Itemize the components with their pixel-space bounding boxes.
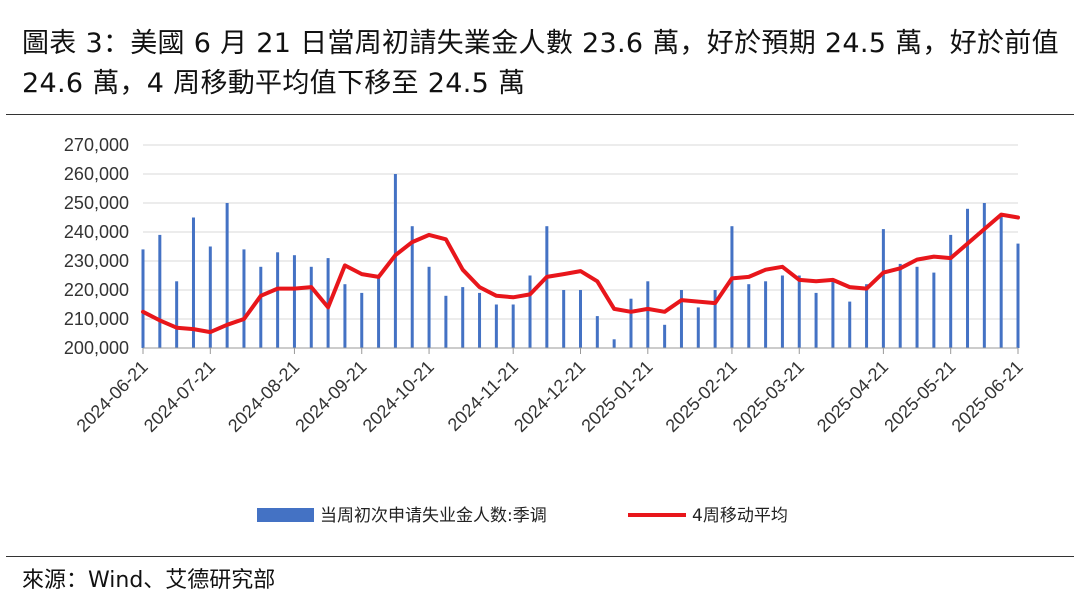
bar bbox=[881, 229, 885, 348]
bar-series bbox=[141, 174, 1020, 348]
bar bbox=[494, 304, 498, 348]
bar bbox=[292, 255, 296, 348]
x-tick-label: 2024-08-21 bbox=[224, 357, 303, 436]
bar bbox=[730, 226, 734, 348]
top-divider bbox=[6, 114, 1074, 115]
bar bbox=[747, 284, 751, 348]
y-tick-label: 210,000 bbox=[64, 309, 129, 329]
bar bbox=[511, 304, 515, 348]
bar bbox=[646, 281, 650, 348]
x-tick-label: 2024-06-21 bbox=[73, 357, 152, 436]
y-tick-label: 250,000 bbox=[64, 193, 129, 213]
bar bbox=[982, 203, 986, 348]
bar bbox=[259, 266, 263, 348]
bar bbox=[1016, 243, 1020, 348]
bar bbox=[225, 203, 229, 348]
bar bbox=[898, 263, 902, 348]
bar bbox=[696, 307, 700, 348]
bar bbox=[932, 272, 936, 348]
line-series bbox=[141, 212, 1020, 335]
x-tick-label: 2024-12-21 bbox=[510, 357, 589, 436]
bar bbox=[444, 295, 448, 348]
x-tick-label: 2025-01-21 bbox=[577, 357, 656, 436]
bar bbox=[915, 266, 919, 348]
bar bbox=[831, 281, 835, 348]
bar bbox=[999, 214, 1003, 348]
bar bbox=[276, 252, 280, 348]
y-tick-label: 260,000 bbox=[64, 164, 129, 184]
x-tick-label: 2025-05-21 bbox=[880, 357, 959, 436]
bar bbox=[528, 275, 532, 348]
bar bbox=[175, 281, 179, 348]
y-tick-label: 220,000 bbox=[64, 280, 129, 300]
bar bbox=[713, 290, 717, 348]
bar bbox=[579, 290, 582, 348]
bar bbox=[814, 292, 818, 348]
bar bbox=[764, 281, 768, 348]
bar bbox=[629, 298, 633, 348]
bar bbox=[343, 284, 347, 348]
figure-source: 來源：Wind、艾德研究部 bbox=[22, 568, 276, 593]
bar bbox=[679, 290, 683, 348]
x-tick-label: 2024-09-21 bbox=[291, 357, 370, 436]
bar bbox=[191, 217, 195, 348]
bar bbox=[612, 339, 616, 348]
bar bbox=[545, 226, 549, 348]
bar bbox=[780, 275, 784, 348]
x-tick-label: 2025-06-21 bbox=[948, 357, 1027, 436]
x-tick-label: 2025-02-21 bbox=[662, 357, 741, 436]
legend: 当周初次申请失业金人数:季调 4周移动平均 bbox=[257, 506, 788, 526]
bar bbox=[208, 246, 212, 348]
x-tick-label: 2024-10-21 bbox=[359, 357, 438, 436]
x-tick-label: 2024-07-21 bbox=[140, 357, 219, 436]
bar bbox=[949, 234, 953, 348]
y-tick-label: 240,000 bbox=[64, 222, 129, 242]
bar bbox=[427, 266, 431, 348]
bar bbox=[158, 234, 162, 348]
chart: 200,000 210,000 220,000 230,000 240,000 250,0… bbox=[64, 135, 1027, 526]
bar bbox=[478, 292, 482, 348]
legend-line-label: 4周移动平均 bbox=[692, 506, 788, 526]
bar bbox=[360, 292, 364, 348]
bar bbox=[410, 226, 414, 348]
bar bbox=[242, 249, 246, 348]
y-axis-labels: 200,000 210,000 220,000 230,000 240,000 250,0… bbox=[64, 135, 129, 358]
gridlines bbox=[143, 144, 1018, 320]
bar bbox=[797, 275, 801, 348]
bar bbox=[377, 275, 381, 348]
bottom-divider bbox=[6, 556, 1074, 557]
x-tick-label: 2025-03-21 bbox=[729, 357, 808, 436]
bar bbox=[663, 324, 667, 348]
moving-average-line bbox=[141, 212, 1020, 335]
bar bbox=[393, 174, 397, 348]
bar bbox=[461, 287, 465, 348]
bar bbox=[966, 208, 970, 348]
y-tick-label: 200,000 bbox=[64, 338, 129, 358]
x-tick-label: 2025-04-21 bbox=[813, 357, 892, 436]
y-tick-label: 230,000 bbox=[64, 251, 129, 271]
figure-title: 圖表 3：美國 6 月 21 日當周初請失業金人數 23.6 萬，好於預期 24… bbox=[22, 28, 1059, 99]
bar bbox=[865, 284, 869, 348]
legend-bar-swatch bbox=[257, 508, 314, 522]
x-axis bbox=[142, 347, 1019, 354]
bar bbox=[562, 290, 566, 348]
bar bbox=[848, 301, 852, 348]
bar bbox=[141, 249, 145, 348]
y-tick-label: 270,000 bbox=[64, 135, 129, 155]
bar bbox=[309, 266, 313, 348]
legend-bar-label: 当周初次申请失业金人数:季调 bbox=[320, 506, 547, 526]
bar bbox=[595, 316, 599, 348]
